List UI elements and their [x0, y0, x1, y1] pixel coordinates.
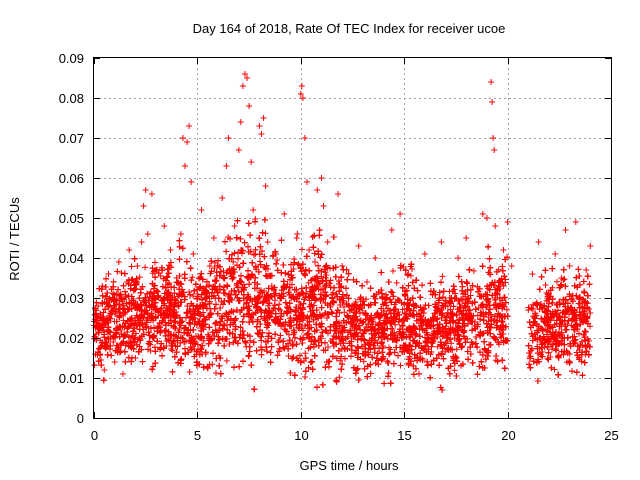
data-point	[544, 355, 551, 362]
data-point	[305, 279, 312, 286]
data-point	[434, 343, 441, 350]
data-point	[528, 305, 535, 312]
data-point	[554, 278, 560, 285]
data-point	[110, 339, 117, 345]
data-point	[443, 314, 450, 320]
data-point	[503, 306, 510, 313]
data-points	[91, 71, 594, 393]
data-point	[142, 264, 149, 271]
data-point	[276, 301, 283, 308]
data-point	[164, 281, 171, 288]
data-point	[186, 289, 193, 296]
data-point	[136, 274, 143, 281]
data-point	[262, 230, 269, 237]
data-point	[230, 258, 237, 265]
data-point	[189, 274, 196, 281]
data-point	[296, 298, 302, 305]
data-point	[235, 249, 242, 256]
data-point	[186, 369, 193, 375]
data-point	[448, 340, 455, 347]
data-point	[392, 321, 399, 328]
data-point	[302, 350, 309, 357]
data-point	[337, 357, 344, 364]
data-point	[285, 331, 292, 338]
data-point	[360, 358, 367, 365]
data-point	[341, 309, 348, 316]
data-point	[223, 357, 230, 364]
data-point	[475, 305, 482, 311]
data-point	[299, 289, 306, 296]
data-point	[190, 293, 197, 300]
data-point	[470, 267, 477, 274]
data-point	[336, 374, 343, 381]
data-point	[453, 346, 460, 353]
data-point	[294, 230, 301, 237]
data-point	[393, 279, 400, 286]
data-point	[274, 257, 281, 263]
chart-title: Day 164 of 2018, Rate Of TEC Index for r…	[193, 21, 506, 36]
data-point	[439, 273, 446, 280]
data-point	[211, 259, 218, 266]
data-point	[451, 367, 458, 374]
